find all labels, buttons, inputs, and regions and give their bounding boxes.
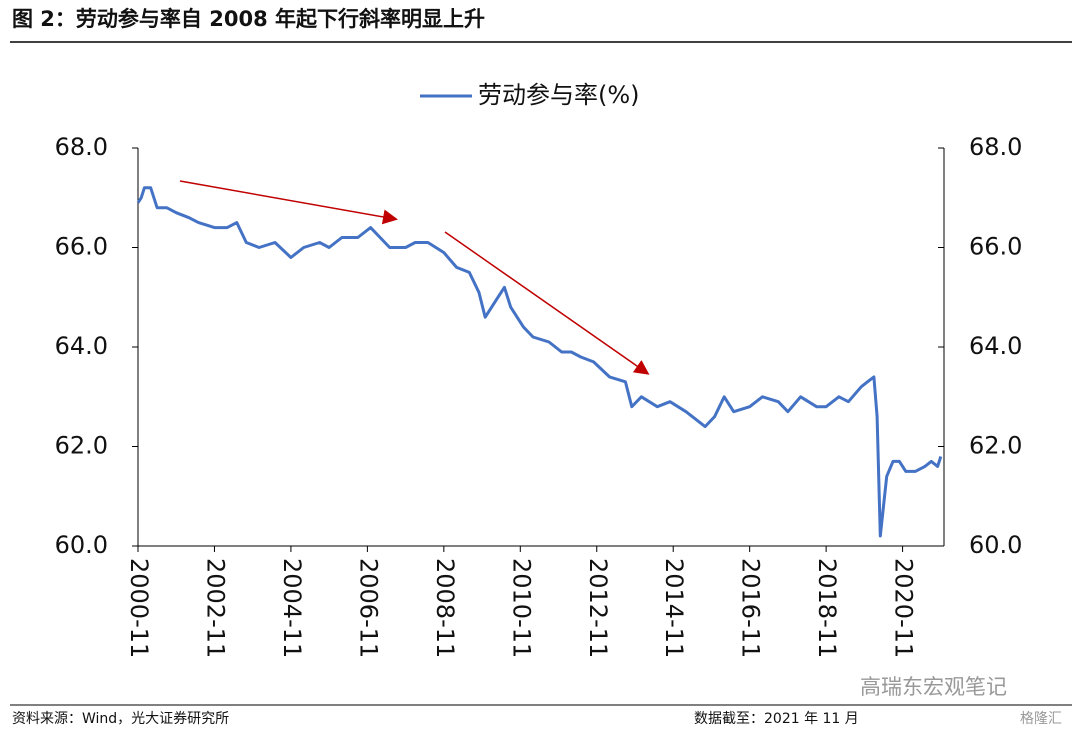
legend-label: 劳动参与率(%) (478, 81, 640, 109)
trend-arrow (179, 180, 398, 225)
trend-arrow (444, 231, 650, 375)
y2-tick-label: 60.0 (969, 531, 1022, 559)
y-tick-label: 60.0 (55, 531, 108, 559)
source: 资料来源：Wind，光大证券研究所 (12, 711, 229, 727)
y2-tick-label: 68.0 (969, 133, 1022, 161)
x-tick-label: 2008-11 (431, 558, 459, 658)
y2-tick-label: 66.0 (969, 233, 1022, 261)
data-line (136, 186, 943, 538)
y-tick-label: 66.0 (55, 233, 108, 261)
x-tick-label: 2000-11 (125, 558, 153, 658)
y2-tick-label: 62.0 (969, 432, 1022, 460)
x-tick-label: 2020-11 (890, 558, 918, 658)
title: 图 2：劳动参与率自 2008 年起下行斜率明显上升 (12, 7, 485, 31)
y2-tick-label: 64.0 (969, 332, 1022, 360)
watermark: 格隆汇 (1020, 711, 1062, 727)
y-tick-label: 64.0 (55, 332, 108, 360)
x-tick-label: 2002-11 (201, 558, 229, 658)
watermark: 高瑞东宏观笔记 (860, 675, 1007, 699)
x-tick-label: 2012-11 (584, 558, 612, 658)
x-tick-label: 2016-11 (737, 558, 765, 658)
x-tick-label: 2014-11 (660, 558, 688, 658)
date-note: 数据截至：2021 年 11 月 (694, 711, 859, 727)
x-tick-label: 2004-11 (278, 558, 306, 658)
x-tick-label: 2010-11 (507, 558, 535, 658)
x-tick-label: 2018-11 (813, 558, 841, 658)
y-tick-label: 62.0 (55, 432, 108, 460)
x-tick-label: 2006-11 (354, 558, 382, 658)
y-tick-label: 68.0 (55, 133, 108, 161)
